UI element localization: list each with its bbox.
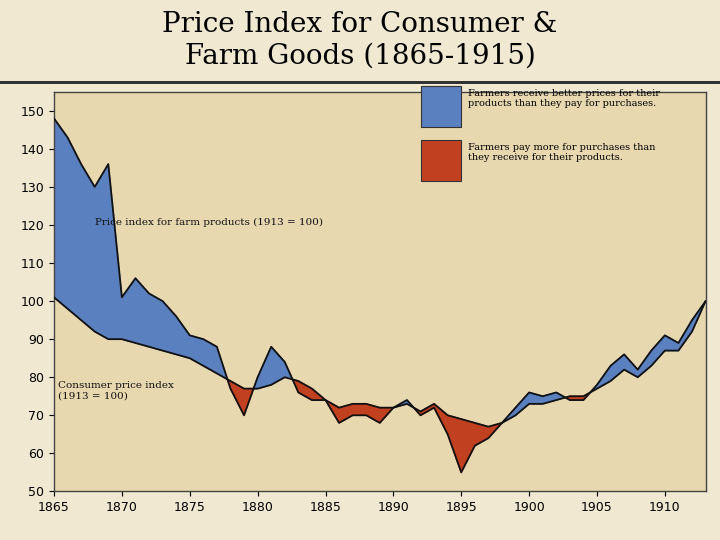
Text: Consumer price index
(1913 = 100): Consumer price index (1913 = 100) — [58, 381, 174, 401]
Text: Price Index for Consumer &
Farm Goods (1865-1915): Price Index for Consumer & Farm Goods (1… — [162, 11, 558, 70]
Text: Farmers pay more for purchases than
they receive for their products.: Farmers pay more for purchases than they… — [468, 143, 655, 163]
Text: Price index for farm products (1913 = 100): Price index for farm products (1913 = 10… — [95, 218, 323, 226]
Text: Farmers receive better prices for their
products than they pay for purchases.: Farmers receive better prices for their … — [468, 89, 660, 109]
